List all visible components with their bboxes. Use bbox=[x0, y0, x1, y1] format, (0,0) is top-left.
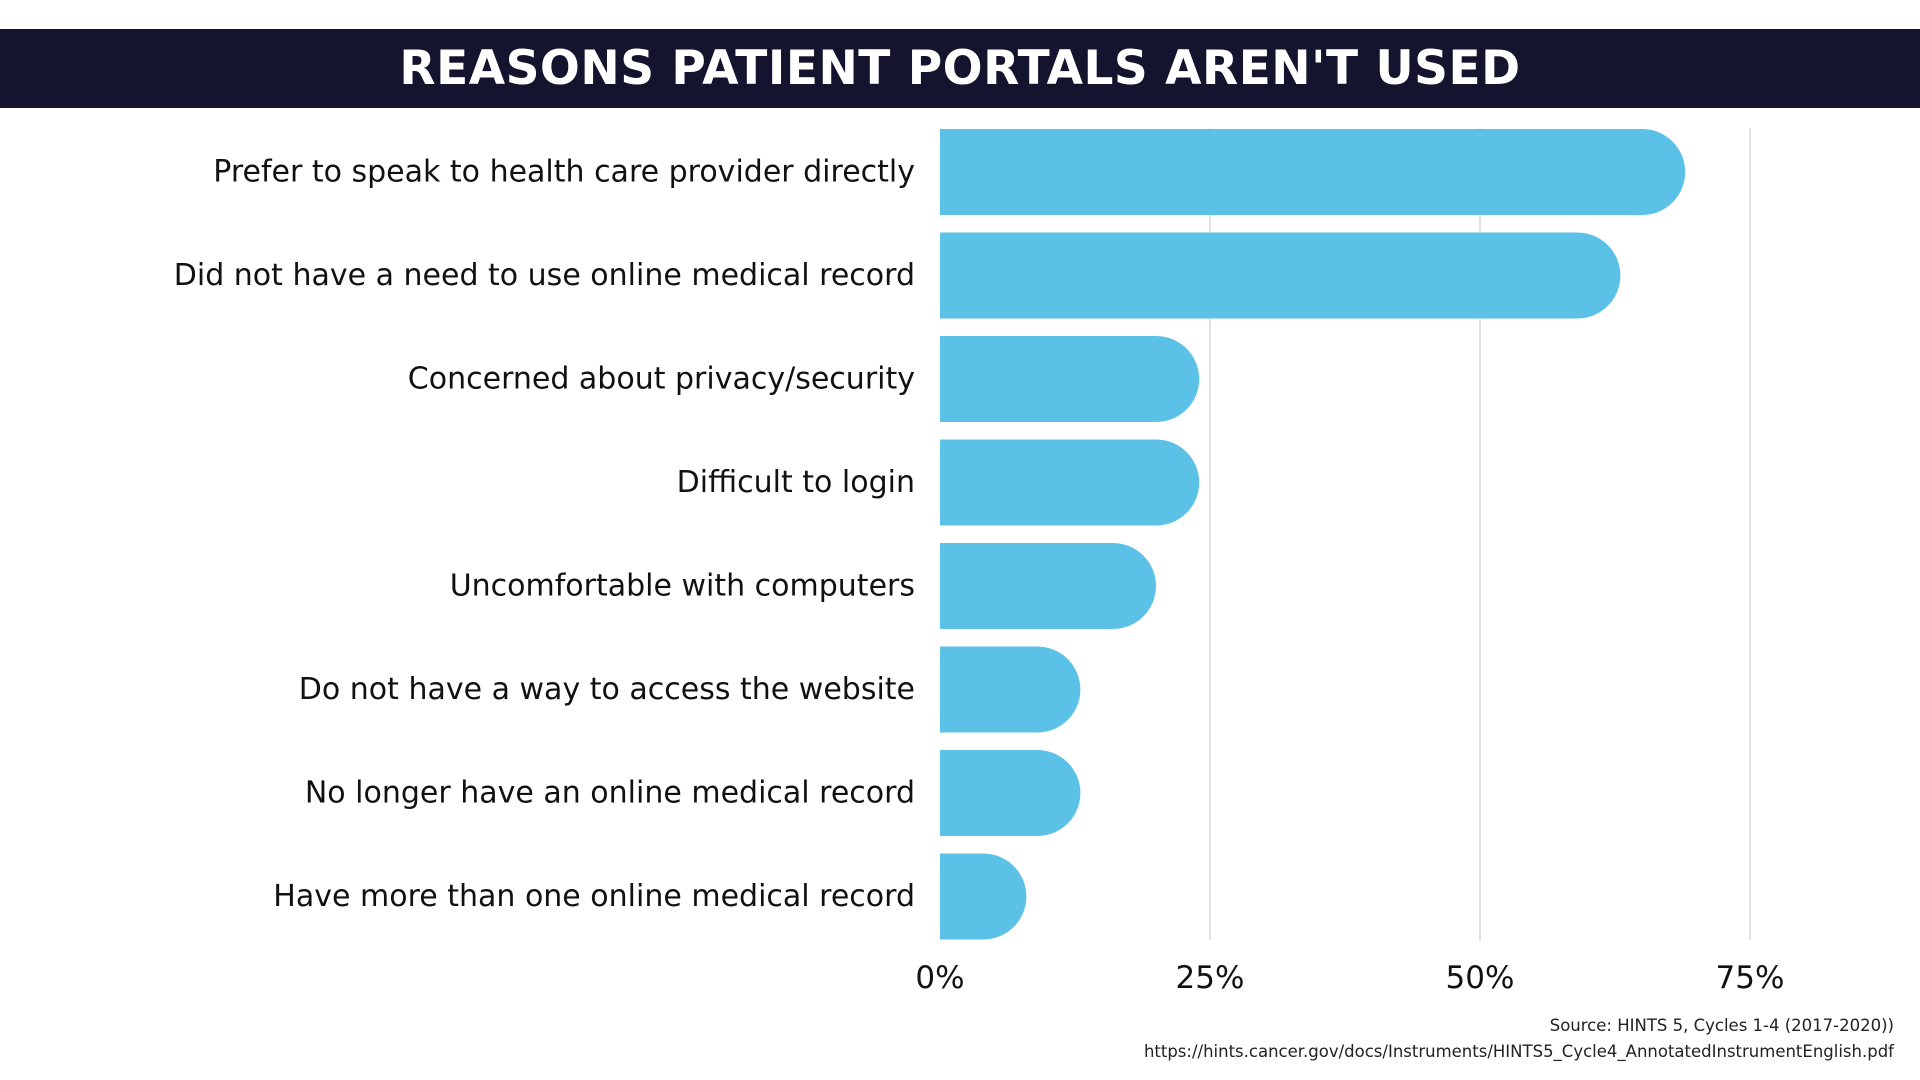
category-label: Prefer to speak to health care provider … bbox=[213, 155, 915, 190]
x-tick-label: 75% bbox=[1716, 960, 1785, 996]
bar bbox=[940, 646, 1081, 733]
category-label: Difficult to login bbox=[677, 465, 915, 500]
category-label: Uncomfortable with computers bbox=[450, 569, 915, 604]
bars bbox=[940, 129, 1686, 940]
chart-title: REASONS PATIENT PORTALS AREN'T USED bbox=[399, 41, 1521, 96]
x-axis-tick-labels: 0% 25% 50% 75% bbox=[915, 960, 1784, 996]
category-label: No longer have an online medical record bbox=[305, 776, 915, 811]
bar-chart: Prefer to speak to health care provider … bbox=[174, 128, 1784, 996]
bar bbox=[940, 439, 1200, 526]
x-tick-label: 50% bbox=[1446, 960, 1515, 996]
bar bbox=[940, 129, 1686, 215]
category-label: Have more than one online medical record bbox=[273, 879, 915, 914]
x-tick-label: 25% bbox=[1176, 960, 1245, 996]
category-label: Concerned about privacy/security bbox=[408, 362, 915, 397]
x-tick-label: 0% bbox=[915, 960, 964, 996]
category-label: Do not have a way to access the website bbox=[299, 672, 915, 707]
category-labels: Prefer to speak to health care provider … bbox=[174, 155, 915, 915]
category-label: Did not have a need to use online medica… bbox=[174, 258, 915, 293]
bar bbox=[940, 336, 1200, 422]
title-bar: REASONS PATIENT PORTALS AREN'T USED bbox=[0, 29, 1920, 108]
bar bbox=[940, 750, 1081, 836]
source-note: Source: HINTS 5, Cycles 1-4 (2017-2020)) bbox=[1549, 1016, 1894, 1035]
bar bbox=[940, 853, 1027, 940]
bar bbox=[940, 232, 1621, 319]
bar bbox=[940, 543, 1156, 629]
source-url-link[interactable]: https://hints.cancer.gov/docs/Instrument… bbox=[1143, 1042, 1894, 1061]
